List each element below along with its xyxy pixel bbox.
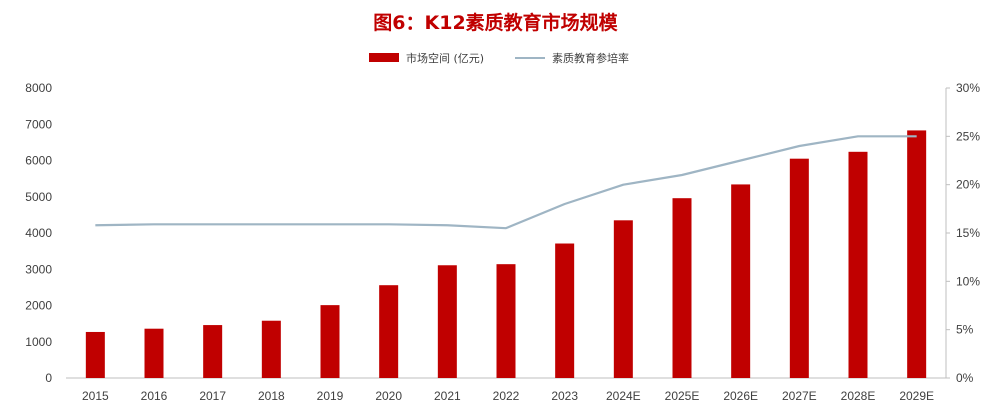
right-tick-label: 25% (956, 129, 980, 143)
bar-2017 (203, 325, 223, 378)
bar-2020 (379, 285, 399, 378)
x-tick-label: 2015 (82, 389, 109, 403)
bar-2027E (789, 158, 809, 378)
bar-2018 (261, 320, 281, 378)
x-tick-label: 2017 (199, 389, 226, 403)
left-tick-label: 7000 (25, 117, 52, 131)
right-tick-label: 5% (956, 323, 974, 337)
x-tick-label: 2026E (723, 389, 758, 403)
right-tick-label: 0% (956, 371, 974, 385)
legend-bar-swatch (369, 53, 399, 62)
left-tick-label: 2000 (25, 299, 52, 313)
left-tick-label: 6000 (25, 154, 52, 168)
bar-2016 (144, 328, 164, 378)
x-tick-label: 2021 (434, 389, 461, 403)
right-tick-label: 30% (956, 81, 980, 95)
bar-2022 (496, 264, 516, 378)
legend-line-label: 素质教育参培率 (552, 51, 629, 65)
x-tick-label: 2024E (606, 389, 641, 403)
bar-2029E (907, 130, 927, 378)
bar-series (85, 130, 927, 378)
left-tick-label: 0 (45, 371, 52, 385)
left-tick-label: 8000 (25, 81, 52, 95)
x-tick-label: 2028E (841, 389, 876, 403)
right-tick-label: 15% (956, 226, 980, 240)
chart-title: 图6：K12素质教育市场规模 (373, 12, 618, 34)
x-tick-label: 2023 (551, 389, 578, 403)
x-tick-label: 2029E (899, 389, 934, 403)
legend: 市场空间 (亿元) 素质教育参培率 (369, 51, 629, 65)
line-series (95, 135, 917, 230)
bar-2026E (731, 184, 751, 378)
legend-bar-label: 市场空间 (亿元) (406, 51, 484, 65)
bar-2023 (555, 243, 575, 378)
left-tick-label: 1000 (25, 335, 52, 349)
x-tick-label: 2020 (375, 389, 402, 403)
x-tick-label: 2016 (141, 389, 168, 403)
x-tick-label: 2018 (258, 389, 285, 403)
right-tick-label: 10% (956, 274, 980, 288)
left-tick-label: 5000 (25, 190, 52, 204)
right-axis-ticks: 0% 5% 10% 15% 20% 25% 30% (946, 81, 980, 385)
bar-2028E (848, 151, 868, 378)
bar-2025E (672, 198, 692, 378)
bar-2024E (613, 220, 633, 378)
bar-2015 (85, 331, 105, 378)
bar-2019 (320, 305, 340, 378)
x-axis-ticks: 2015 2016 2017 2018 2019 2020 2021 2022 2023 2024… (82, 389, 934, 403)
left-tick-label: 4000 (25, 226, 52, 240)
x-tick-label: 2019 (317, 389, 344, 403)
left-axis-ticks: 0 1000 2000 3000 4000 5000 6000 7000 8000 (25, 81, 52, 385)
participation-rate-line (95, 135, 917, 230)
x-tick-label: 2025E (665, 389, 700, 403)
x-tick-label: 2022 (493, 389, 520, 403)
left-tick-label: 3000 (25, 262, 52, 276)
x-tick-label: 2027E (782, 389, 817, 403)
right-tick-label: 20% (956, 178, 980, 192)
bar-2021 (437, 265, 457, 378)
